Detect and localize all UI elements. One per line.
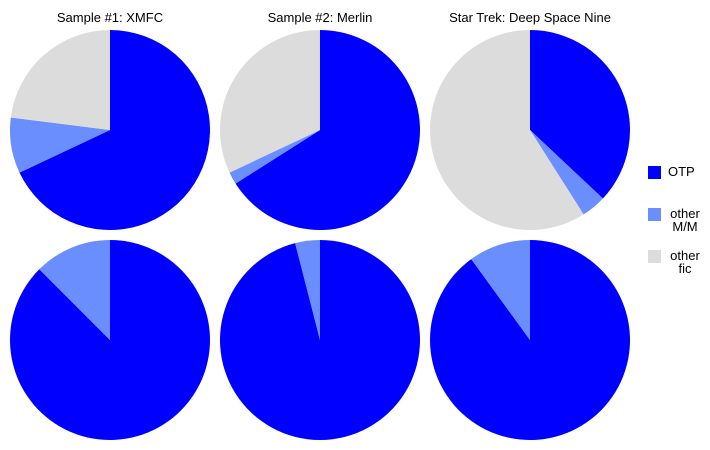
pie-slice xyxy=(9,240,210,440)
pie-slice xyxy=(39,240,110,340)
pie-slice xyxy=(19,30,211,230)
pie-slice xyxy=(430,30,584,230)
pie-slice xyxy=(471,240,530,340)
legend-item: OTP xyxy=(648,165,710,179)
legend-swatch xyxy=(648,208,661,221)
pie-slice xyxy=(10,117,111,173)
legend-label: other M/M xyxy=(670,206,700,234)
charts: Sample #1: XMFC Sample #2: Merlin Star Tre… xyxy=(9,10,630,441)
pie-slice xyxy=(530,30,630,199)
pie-slice xyxy=(219,30,320,173)
pie-slice xyxy=(220,240,420,440)
legend-swatch xyxy=(648,166,661,179)
legend-item: other fic xyxy=(648,249,707,275)
pie-slice xyxy=(530,130,603,215)
pie-title: Star Trek: Deep Space Nine xyxy=(449,10,611,25)
pie-slice xyxy=(235,30,420,230)
pie-slice xyxy=(295,240,320,340)
pie-slice xyxy=(229,130,320,184)
legend-label: other fic xyxy=(670,248,700,276)
pie-slice xyxy=(10,30,111,130)
pie-title: Sample #1: XMFC xyxy=(57,10,163,25)
pie-title: Sample #2: Merlin xyxy=(268,10,373,25)
legend-label: OTP xyxy=(668,164,695,179)
legend-swatch xyxy=(648,250,661,263)
legend-item: other M/M xyxy=(648,207,707,233)
